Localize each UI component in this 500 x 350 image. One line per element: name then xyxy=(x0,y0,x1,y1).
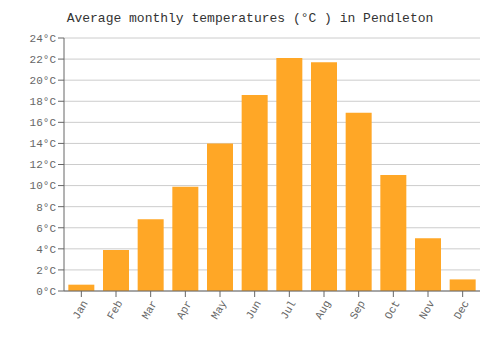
svg-text:14°C: 14°C xyxy=(30,138,57,150)
svg-text:6°C: 6°C xyxy=(36,223,56,235)
svg-text:0°C: 0°C xyxy=(36,286,56,298)
svg-text:Mar: Mar xyxy=(140,298,160,321)
svg-text:10°C: 10°C xyxy=(30,180,57,192)
svg-text:Nov: Nov xyxy=(417,298,437,321)
svg-text:Sep: Sep xyxy=(348,298,368,321)
svg-text:Jun: Jun xyxy=(244,298,264,321)
svg-text:12°C: 12°C xyxy=(30,159,57,171)
svg-text:Aug: Aug xyxy=(313,298,333,321)
svg-text:Jul: Jul xyxy=(278,298,298,321)
svg-text:Jan: Jan xyxy=(70,298,90,321)
html-text:Average monthly temperatures (: Average monthly temperatures (°C ) in Pe… xyxy=(66,11,434,26)
svg-text:8°C: 8°C xyxy=(36,202,56,214)
svg-text:24°C: 24°C xyxy=(30,33,57,45)
svg-text:22°C: 22°C xyxy=(30,54,57,66)
svg-text:Dec: Dec xyxy=(452,298,472,321)
svg-text:Oct: Oct xyxy=(382,298,402,321)
svg-text:May: May xyxy=(209,298,229,321)
svg-text:Apr: Apr xyxy=(174,298,194,321)
svg-text:4°C: 4°C xyxy=(36,244,56,256)
svg-text:2°C: 2°C xyxy=(36,265,56,277)
svg-text:Feb: Feb xyxy=(105,298,125,321)
svg-text:20°C: 20°C xyxy=(30,75,57,87)
svg-text:16°C: 16°C xyxy=(30,117,57,129)
svg-text:18°C: 18°C xyxy=(30,96,57,108)
